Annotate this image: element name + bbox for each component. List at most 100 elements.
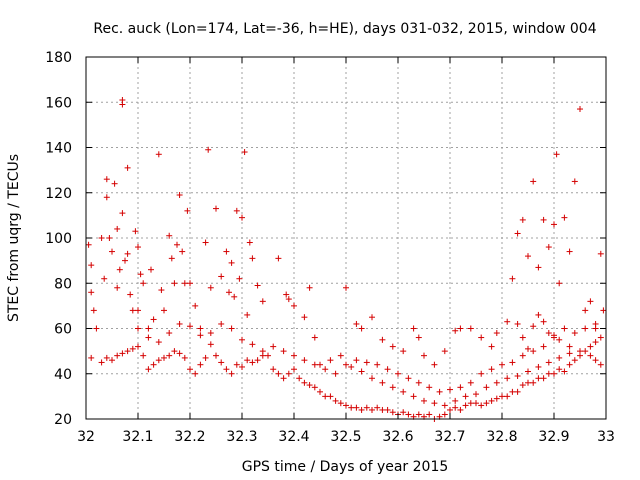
data-point [577, 348, 583, 355]
data-point [187, 280, 193, 287]
y-tick-label: 120 [45, 186, 72, 202]
x-tick-label: 32.3 [226, 429, 257, 445]
data-point [145, 334, 152, 341]
data-point [379, 379, 386, 386]
data-point [478, 402, 485, 409]
data-point [571, 178, 578, 185]
data-point [473, 391, 479, 398]
data-point [509, 388, 516, 395]
data-point [207, 341, 214, 348]
data-point [493, 395, 500, 402]
data-point [327, 357, 334, 364]
data-point [158, 287, 165, 294]
data-point [259, 348, 266, 355]
data-point [207, 330, 214, 337]
data-point [530, 379, 537, 386]
data-point [561, 214, 568, 221]
y-tick-label: 20 [54, 412, 72, 428]
data-point [571, 330, 578, 337]
data-point [395, 370, 401, 377]
data-point [223, 248, 230, 255]
data-point [187, 323, 193, 330]
data-point [343, 402, 349, 409]
data-point [93, 325, 100, 332]
data-point [369, 375, 375, 382]
data-point [226, 289, 232, 296]
data-point [566, 361, 573, 368]
data-point [239, 214, 245, 221]
data-point [441, 348, 448, 355]
data-point [592, 325, 599, 332]
data-point [85, 241, 92, 248]
data-point [343, 284, 349, 291]
data-point [426, 384, 433, 391]
data-point [457, 325, 464, 332]
chart-title: Rec. auck (Lon=174, Lat=-36, h=HE), days… [93, 21, 596, 37]
data-point [280, 348, 287, 355]
data-point [535, 311, 542, 318]
data-point [540, 216, 547, 223]
data-point [462, 402, 469, 409]
data-point [322, 393, 329, 400]
data-point [571, 357, 578, 364]
data-point [109, 357, 115, 364]
data-point [103, 194, 110, 201]
data-point [202, 354, 209, 361]
data-point [462, 393, 469, 400]
data-point [233, 207, 240, 214]
data-point [519, 382, 526, 389]
data-point [291, 302, 297, 309]
data-point [239, 336, 245, 343]
data-point [530, 348, 537, 355]
y-tick-label: 80 [54, 276, 72, 292]
data-point [358, 406, 365, 413]
data-point [176, 350, 183, 357]
data-point [525, 368, 531, 375]
data-point [441, 402, 448, 409]
data-point [389, 384, 396, 391]
data-point [478, 334, 485, 341]
data-point [452, 327, 459, 334]
data-point [379, 336, 386, 343]
data-point [322, 366, 329, 373]
data-point [519, 334, 526, 341]
x-tick-label: 32.4 [278, 429, 309, 445]
data-point [197, 361, 204, 368]
data-point [597, 361, 604, 368]
data-point [127, 291, 134, 298]
x-axis-label: GPS time / Days of year 2015 [242, 459, 449, 475]
data-point [556, 354, 563, 361]
data-point [103, 354, 110, 361]
data-point [363, 359, 370, 366]
data-point [135, 343, 141, 350]
data-point [499, 361, 505, 368]
data-point [236, 275, 243, 282]
data-point [98, 359, 105, 366]
data-point [400, 409, 407, 416]
data-point [306, 284, 313, 291]
data-point [374, 404, 381, 411]
y-tick-labels: 20 40 60 80 100 120 140 160 180 [45, 50, 72, 428]
data-point [166, 330, 173, 337]
data-point [535, 375, 542, 382]
data-point [540, 318, 547, 325]
data-point [179, 248, 186, 255]
data-point [587, 343, 594, 350]
data-point [369, 406, 375, 413]
data-point [525, 379, 531, 386]
x-tick-label: 32.2 [174, 429, 205, 445]
data-point [410, 325, 417, 332]
data-point [436, 388, 443, 395]
data-point [553, 151, 560, 158]
data-point [525, 345, 531, 352]
data-point [88, 289, 95, 296]
data-point [358, 368, 365, 375]
x-tick-label: 33 [597, 429, 615, 445]
data-point [301, 357, 308, 364]
y-tick-label: 140 [45, 141, 72, 157]
data-point [327, 393, 334, 400]
data-point [389, 409, 396, 416]
x-tick-label: 32 [77, 429, 95, 445]
data-point [155, 151, 162, 158]
data-point [174, 241, 180, 248]
